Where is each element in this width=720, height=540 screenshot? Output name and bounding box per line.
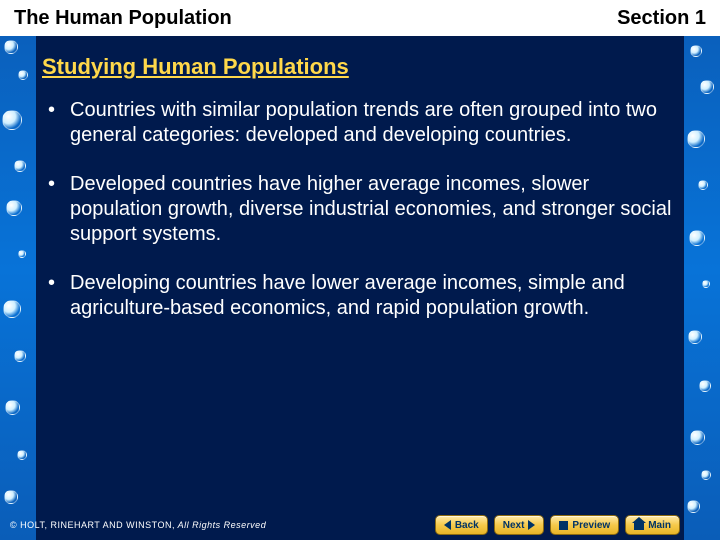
copyright-prefix: © HOLT, RINEHART AND WINSTON, [10,520,175,530]
arrow-right-icon [528,520,535,530]
back-button[interactable]: Back [435,515,488,535]
bullet-item: Developed countries have higher average … [42,172,678,247]
content-area: Studying Human Populations Countries wit… [42,54,678,490]
square-icon [559,521,568,530]
copyright-suffix: All Rights Reserved [175,520,266,530]
slide-root: The Human Population Section 1 Studying … [0,0,720,540]
next-label: Next [503,520,525,531]
copyright-text: © HOLT, RINEHART AND WINSTON, All Rights… [10,520,266,530]
main-label: Main [648,520,671,531]
back-label: Back [455,520,479,531]
slide-subtitle: Studying Human Populations [42,54,678,80]
chapter-title: The Human Population [14,7,232,30]
footer-bar: © HOLT, RINEHART AND WINSTON, All Rights… [0,510,720,540]
header-bar: The Human Population Section 1 [0,0,720,36]
preview-button[interactable]: Preview [550,515,619,535]
bullet-item: Developing countries have lower average … [42,271,678,321]
bullet-list: Countries with similar population trends… [42,98,678,321]
preview-label: Preview [572,520,610,531]
main-button[interactable]: Main [625,515,680,535]
decorative-bubbles-right [684,0,720,540]
nav-button-group: Back Next Preview Main [435,515,680,535]
bullet-item: Countries with similar population trends… [42,98,678,148]
section-label: Section 1 [617,7,706,30]
next-button[interactable]: Next [494,515,545,535]
decorative-bubbles-left [0,0,36,540]
arrow-left-icon [444,520,451,530]
home-icon [634,523,644,530]
